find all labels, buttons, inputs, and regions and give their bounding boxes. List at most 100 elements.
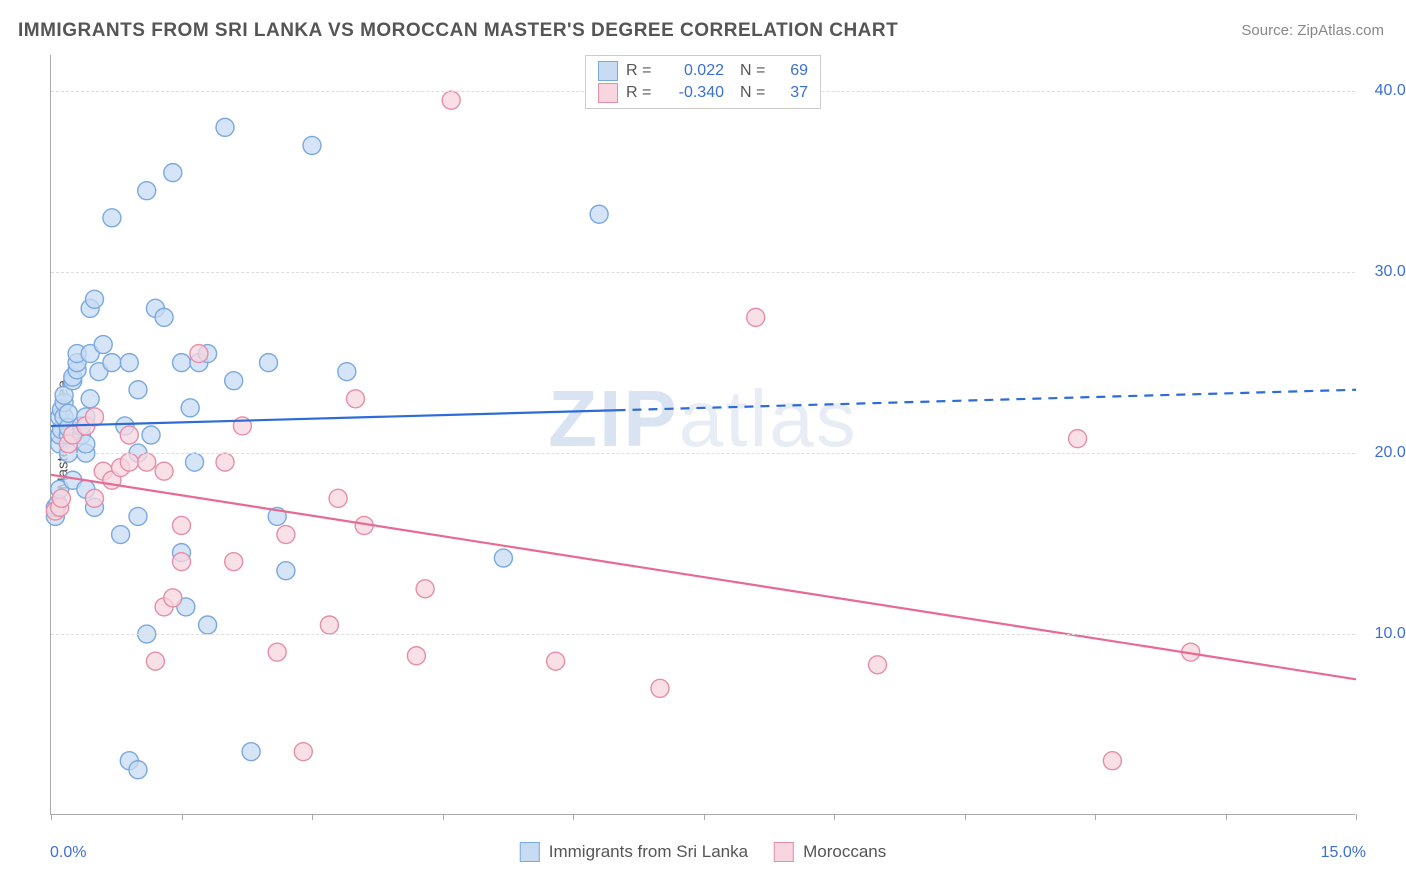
x-tick-mark bbox=[443, 814, 444, 820]
scatter-point bbox=[494, 549, 512, 567]
scatter-point bbox=[547, 652, 565, 670]
scatter-point bbox=[651, 679, 669, 697]
x-tick-mark bbox=[965, 814, 966, 820]
scatter-point bbox=[407, 647, 425, 665]
y-tick-label: 30.0% bbox=[1365, 263, 1406, 281]
scatter-point bbox=[120, 354, 138, 372]
y-tick-label: 40.0% bbox=[1365, 82, 1406, 100]
scatter-point bbox=[268, 643, 286, 661]
n-label-a: N = bbox=[740, 60, 770, 82]
scatter-point bbox=[869, 656, 887, 674]
x-tick-mark bbox=[834, 814, 835, 820]
x-tick-mark bbox=[51, 814, 52, 820]
scatter-point bbox=[86, 408, 104, 426]
regression-line-dashed bbox=[617, 390, 1357, 411]
scatter-point bbox=[347, 390, 365, 408]
scatter-point bbox=[181, 399, 199, 417]
scatter-point bbox=[129, 381, 147, 399]
scatter-point bbox=[129, 761, 147, 779]
chart-container: IMMIGRANTS FROM SRI LANKA VS MOROCCAN MA… bbox=[0, 0, 1406, 892]
scatter-point bbox=[216, 118, 234, 136]
gridline bbox=[51, 634, 1355, 635]
y-tick-label: 10.0% bbox=[1365, 625, 1406, 643]
scatter-point bbox=[120, 453, 138, 471]
scatter-point bbox=[112, 526, 130, 544]
scatter-point bbox=[129, 507, 147, 525]
legend-bottom-swatch-a bbox=[520, 842, 540, 862]
gridline bbox=[51, 453, 1355, 454]
scatter-point bbox=[142, 426, 160, 444]
scatter-point bbox=[164, 589, 182, 607]
scatter-point bbox=[190, 345, 208, 363]
legend-swatch-b bbox=[598, 83, 618, 103]
n-label-b: N = bbox=[740, 82, 770, 104]
x-tick-mark bbox=[312, 814, 313, 820]
r-value-b: -0.340 bbox=[664, 82, 724, 104]
x-axis-max-label: 15.0% bbox=[1321, 844, 1366, 862]
legend-bottom-label-b: Moroccans bbox=[803, 842, 886, 862]
scatter-point bbox=[103, 209, 121, 227]
x-tick-mark bbox=[182, 814, 183, 820]
scatter-point bbox=[294, 743, 312, 761]
plot-svg bbox=[51, 55, 1355, 814]
x-axis-min-label: 0.0% bbox=[50, 844, 86, 862]
scatter-point bbox=[199, 616, 217, 634]
scatter-point bbox=[338, 363, 356, 381]
x-tick-mark bbox=[1356, 814, 1357, 820]
regression-line-solid bbox=[51, 475, 1356, 679]
legend-bottom-label-a: Immigrants from Sri Lanka bbox=[549, 842, 748, 862]
gridline bbox=[51, 272, 1355, 273]
scatter-point bbox=[320, 616, 338, 634]
regression-line-solid bbox=[51, 410, 617, 426]
scatter-point bbox=[86, 489, 104, 507]
x-tick-mark bbox=[1226, 814, 1227, 820]
scatter-point bbox=[747, 308, 765, 326]
n-value-b: 37 bbox=[778, 82, 808, 104]
source-attribution: Source: ZipAtlas.com bbox=[1241, 22, 1384, 39]
scatter-point bbox=[146, 652, 164, 670]
x-tick-mark bbox=[573, 814, 574, 820]
scatter-point bbox=[416, 580, 434, 598]
scatter-point bbox=[242, 743, 260, 761]
legend-row-series-a: R = 0.022 N = 69 bbox=[598, 60, 808, 82]
legend-item-series-b: Moroccans bbox=[774, 842, 886, 862]
scatter-point bbox=[173, 354, 191, 372]
scatter-point bbox=[86, 290, 104, 308]
legend-swatch-a bbox=[598, 61, 618, 81]
scatter-point bbox=[329, 489, 347, 507]
y-tick-label: 20.0% bbox=[1365, 444, 1406, 462]
scatter-point bbox=[164, 164, 182, 182]
scatter-point bbox=[277, 562, 295, 580]
legend-row-series-b: R = -0.340 N = 37 bbox=[598, 82, 808, 104]
chart-title: IMMIGRANTS FROM SRI LANKA VS MOROCCAN MA… bbox=[18, 20, 898, 42]
scatter-point bbox=[94, 336, 112, 354]
source-name: ZipAtlas.com bbox=[1297, 22, 1384, 39]
scatter-point bbox=[225, 553, 243, 571]
scatter-point bbox=[1103, 752, 1121, 770]
scatter-point bbox=[155, 308, 173, 326]
x-tick-mark bbox=[704, 814, 705, 820]
n-value-a: 69 bbox=[778, 60, 808, 82]
scatter-point bbox=[303, 136, 321, 154]
scatter-point bbox=[590, 205, 608, 223]
correlation-legend: R = 0.022 N = 69 R = -0.340 N = 37 bbox=[585, 55, 821, 109]
scatter-point bbox=[277, 526, 295, 544]
legend-item-series-a: Immigrants from Sri Lanka bbox=[520, 842, 748, 862]
scatter-point bbox=[103, 354, 121, 372]
scatter-point bbox=[186, 453, 204, 471]
scatter-point bbox=[173, 516, 191, 534]
scatter-point bbox=[120, 426, 138, 444]
scatter-point bbox=[442, 91, 460, 109]
scatter-point bbox=[138, 453, 156, 471]
r-label-a: R = bbox=[626, 60, 656, 82]
source-label: Source: bbox=[1241, 22, 1297, 39]
scatter-point bbox=[81, 390, 99, 408]
scatter-point bbox=[52, 489, 70, 507]
scatter-point bbox=[216, 453, 234, 471]
x-tick-mark bbox=[1095, 814, 1096, 820]
scatter-point bbox=[155, 462, 173, 480]
legend-bottom-swatch-b bbox=[774, 842, 794, 862]
scatter-point bbox=[1069, 430, 1087, 448]
plot-area: ZIPatlas Master's Degree R = 0.022 N = 6… bbox=[50, 55, 1355, 815]
scatter-point bbox=[225, 372, 243, 390]
